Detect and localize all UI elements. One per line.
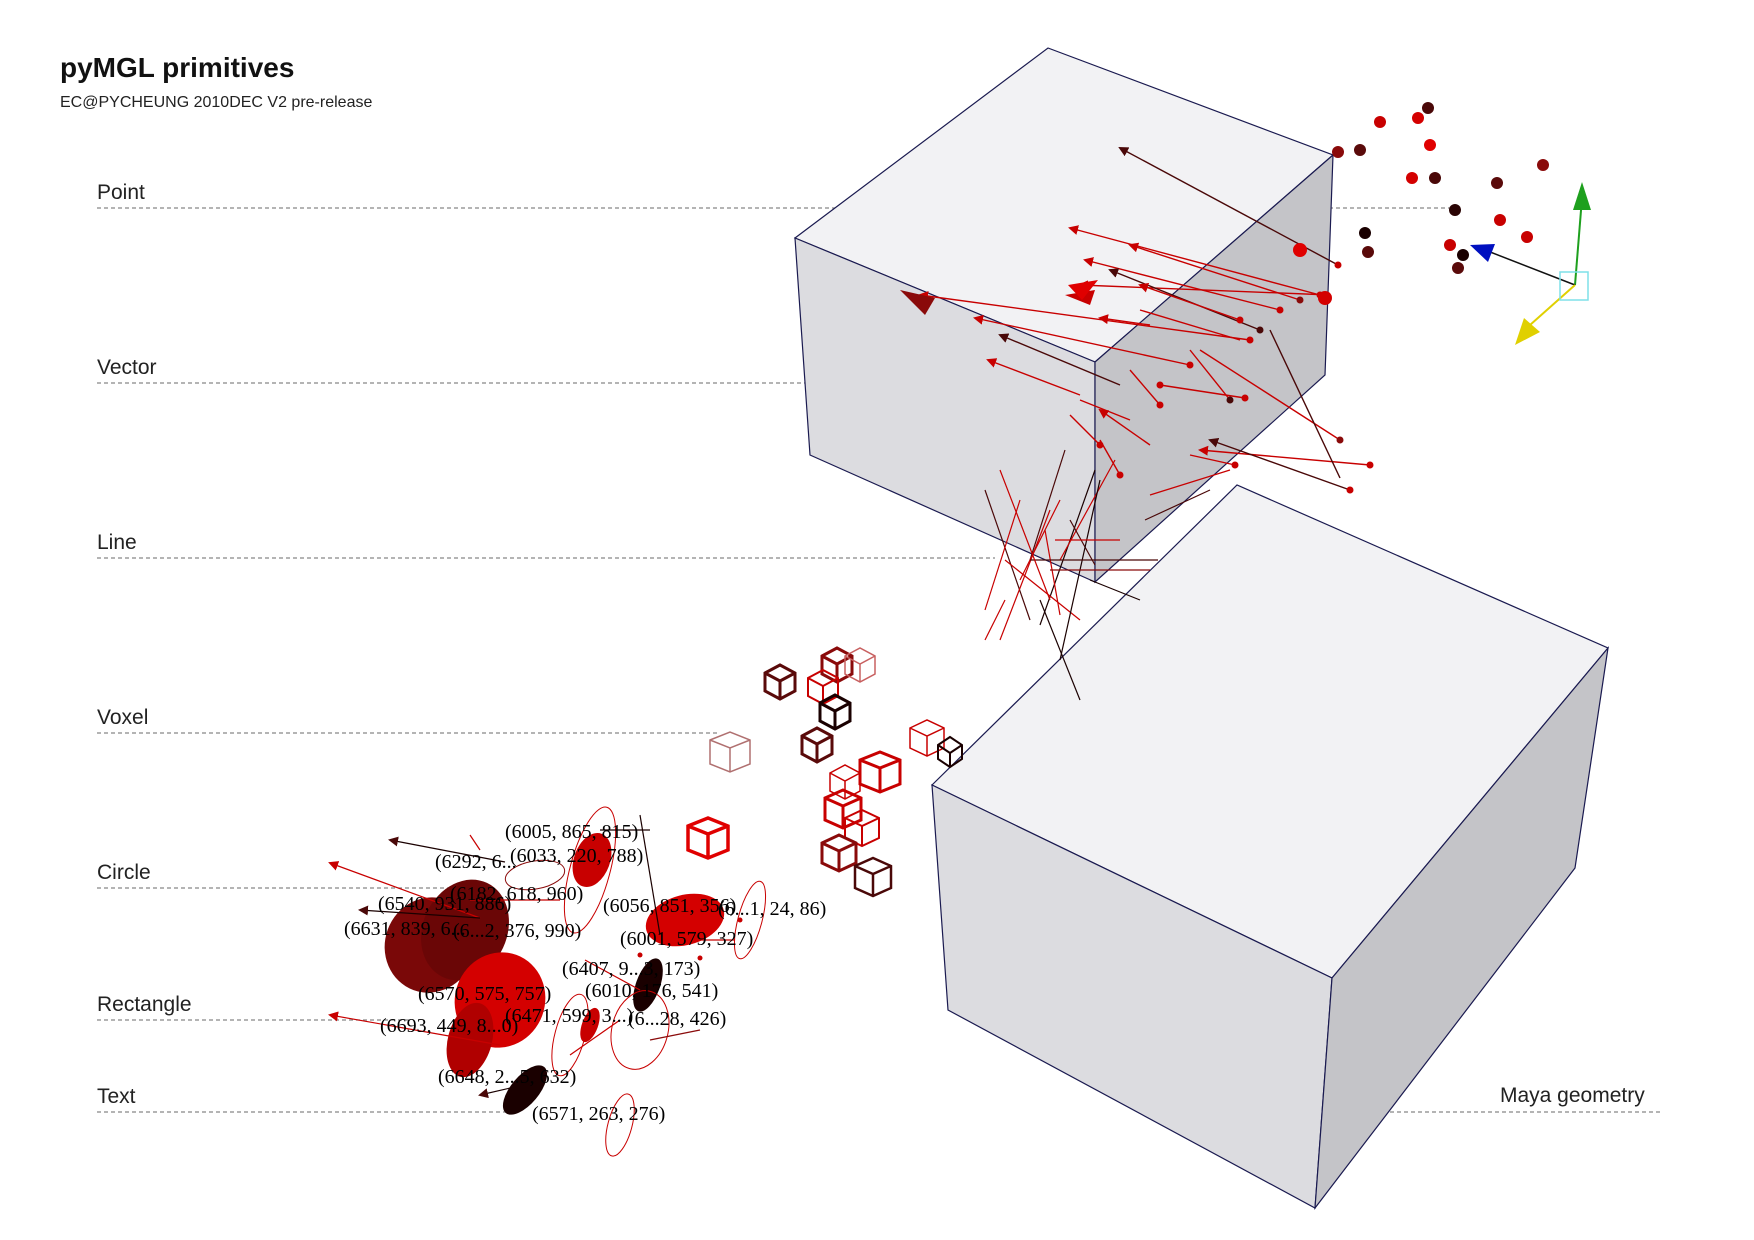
maya-cube-lower[interactable]	[930, 484, 1609, 1210]
label-maya-geometry: Maya geometry	[1500, 1084, 1645, 1107]
rectangle-primitives	[328, 814, 743, 1099]
coord-label: (6407, 9...3, 173)	[562, 958, 700, 980]
label-text: Text	[97, 1085, 136, 1108]
coord-label: (6570, 575, 757)	[418, 983, 551, 1005]
line-primitives	[984, 449, 1231, 701]
manip-x-arrow-icon	[1515, 318, 1540, 345]
coord-label: (6182, 618, 960)	[450, 883, 583, 905]
circle-outline-primitives	[504, 806, 767, 1157]
label-rectangle: Rectangle	[97, 993, 192, 1016]
vector-tail-dots	[1096, 261, 1374, 494]
coord-label: (6648, 2...5, 632)	[438, 1066, 576, 1088]
coord-label: (6571, 263, 276)	[532, 1103, 665, 1125]
coord-label: (6...28, 426)	[628, 1008, 726, 1030]
label-voxel: Voxel	[97, 706, 149, 729]
diagram-subtitle: EC@PYCHEUNG 2010DEC V2 pre-release	[60, 94, 373, 111]
label-line: Line	[97, 531, 137, 554]
coord-label: (6540, 931, 886)	[378, 893, 511, 915]
coord-label: (6...1, 24, 86)	[718, 898, 826, 920]
point-primitives	[1293, 102, 1549, 305]
label-circle: Circle	[97, 861, 151, 884]
label-point: Point	[97, 181, 145, 204]
vector-primitives	[900, 147, 1371, 491]
manip-center-handle	[1559, 271, 1589, 301]
label-vector: Vector	[97, 356, 157, 379]
coord-label: (6...2, 376, 990)	[453, 920, 581, 942]
coord-label: (6033, 220, 788)	[510, 845, 643, 867]
manip-z-arrow-icon	[1470, 244, 1495, 262]
coord-label: (6056, 851, 356)	[603, 895, 736, 917]
diagram-title: pyMGL primitives	[60, 52, 295, 83]
coord-label: (6693, 449, 8...0)	[380, 1015, 518, 1037]
coord-label: (6005, 865, 815)	[505, 821, 638, 843]
manip-y-arrow-icon	[1573, 182, 1591, 210]
coord-label: (6001, 579, 327)	[620, 928, 753, 950]
coord-label: (6292, 6...	[435, 851, 517, 873]
move-manipulator[interactable]	[1470, 182, 1591, 345]
coord-label: (6010, 176, 541)	[585, 980, 718, 1002]
text-primitives: (6005, 865, 815) (6292, 6... (6033, 220,…	[344, 821, 826, 1125]
coord-label: (6631, 839, 6...	[344, 918, 466, 940]
voxel-primitives	[686, 646, 963, 898]
coord-label: (6471, 599, 3...)	[505, 1005, 633, 1027]
